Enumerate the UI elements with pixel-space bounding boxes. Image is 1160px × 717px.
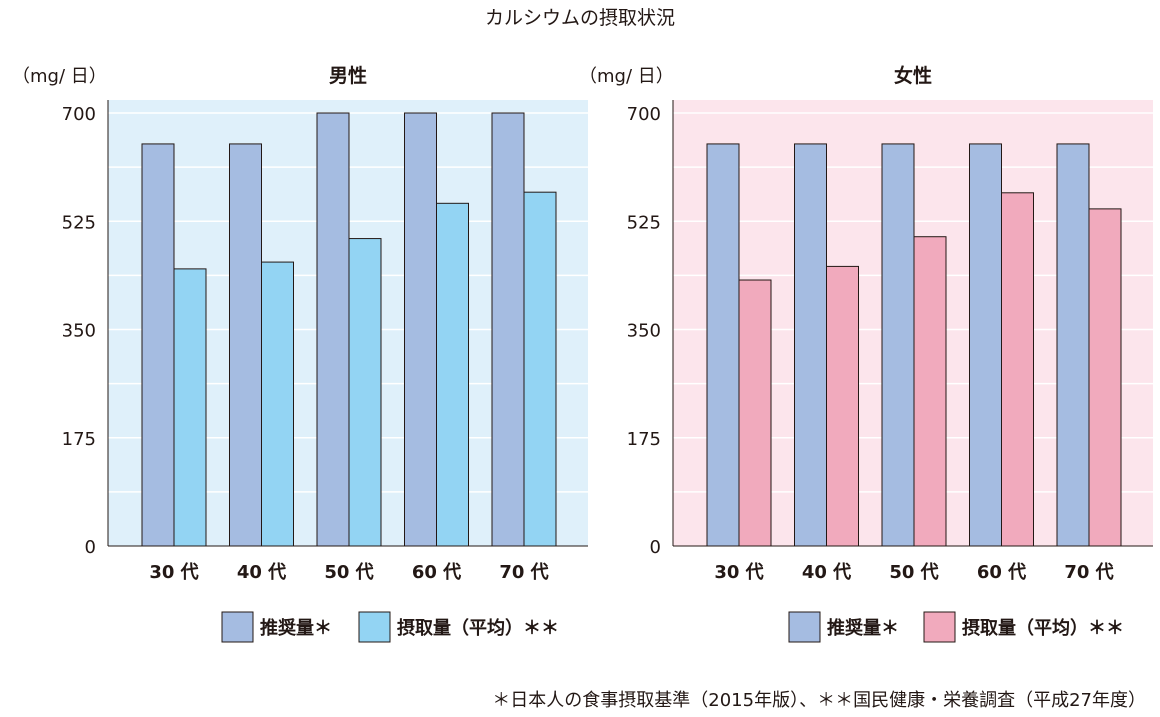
female-y-tick-label: 525 [627,212,661,233]
male-y-tick-label: 350 [62,321,96,342]
male-legend-swatch-recommended [221,611,254,643]
male-x-tick-label: 30 代 [149,562,198,583]
male-chart-title: 男性 [329,64,367,87]
male-y-tick-label: 525 [62,212,96,233]
female-y-tick-label: 350 [627,321,661,342]
male-bar-recommended [141,143,175,547]
female-x-tick-label: 70 代 [1064,562,1113,583]
male-bar-recommended [404,112,437,547]
male-bar-recommended [316,112,350,547]
male-x-tick-label: 70 代 [499,562,548,583]
female-legend-label-intake: 摂取量（平均）＊＊ [962,617,1124,639]
footnote: ＊日本人の食事摂取基準（2015年版）、＊＊国民健康・栄養調査（平成27年度） [492,690,1146,711]
male-legend-label-intake: 摂取量（平均）＊＊ [397,617,559,639]
female-bar-intake [826,265,859,547]
male-legend-label-recommended: 推奨量＊ [260,617,332,639]
male-y-tick-label: 700 [62,104,96,125]
female-bar-intake [913,236,947,547]
female-x-tick-label: 50 代 [889,562,938,583]
female-legend-swatch-intake [923,611,956,643]
female-y-tick-label: 700 [627,104,661,125]
female-chart-title: 女性 [894,64,932,87]
male-x-tick-label: 50 代 [324,562,373,583]
male-y-tick-label: 175 [62,429,96,450]
male-bar-intake [261,261,294,547]
main-title: カルシウムの摂取状況 [484,7,675,29]
female-bar-intake [738,279,772,547]
male-y-tick-label: 0 [85,537,96,558]
female-y-axis-unit: （mg/ 日） [579,66,674,87]
male-x-tick-label: 40 代 [237,562,286,583]
female-bar-recommended [706,143,740,547]
female-legend-label-recommended: 推奨量＊ [827,617,899,639]
female-chart-panel: 0 175 350 525 700 （mg/ 日） 女性 30 代 40 代 50 代 60 代 70… [579,64,1153,643]
male-bar-intake [348,238,382,547]
female-x-tick-label: 60 代 [977,562,1026,583]
female-y-tick-label: 175 [627,429,661,450]
female-x-tick-label: 40 代 [802,562,851,583]
male-bar-recommended [491,112,525,547]
male-chart-panel: 0 175 350 525 700 （mg/ 日） 男性 30 代 40 代 50 代 60 代 70… [12,64,588,643]
female-y-tick-label: 0 [650,537,661,558]
male-bar-intake [173,268,207,547]
male-legend-swatch-intake [358,611,391,643]
female-legend-swatch-recommended [788,611,821,643]
female-bar-intake [1001,192,1034,547]
male-bar-intake [436,202,469,547]
female-bar-recommended [1056,143,1090,547]
female-x-tick-label: 30 代 [714,562,763,583]
male-y-axis-unit: （mg/ 日） [12,66,107,87]
female-bar-recommended [969,143,1002,547]
female-bar-intake [1088,208,1122,547]
male-bar-recommended [229,143,262,547]
female-bar-recommended [881,143,915,547]
male-x-tick-label: 60 代 [412,562,461,583]
male-bar-intake [523,191,557,547]
female-bar-recommended [794,143,827,547]
